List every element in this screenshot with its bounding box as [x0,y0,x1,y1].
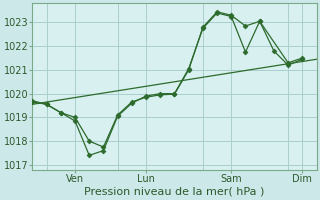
X-axis label: Pression niveau de la mer( hPa ): Pression niveau de la mer( hPa ) [84,187,265,197]
